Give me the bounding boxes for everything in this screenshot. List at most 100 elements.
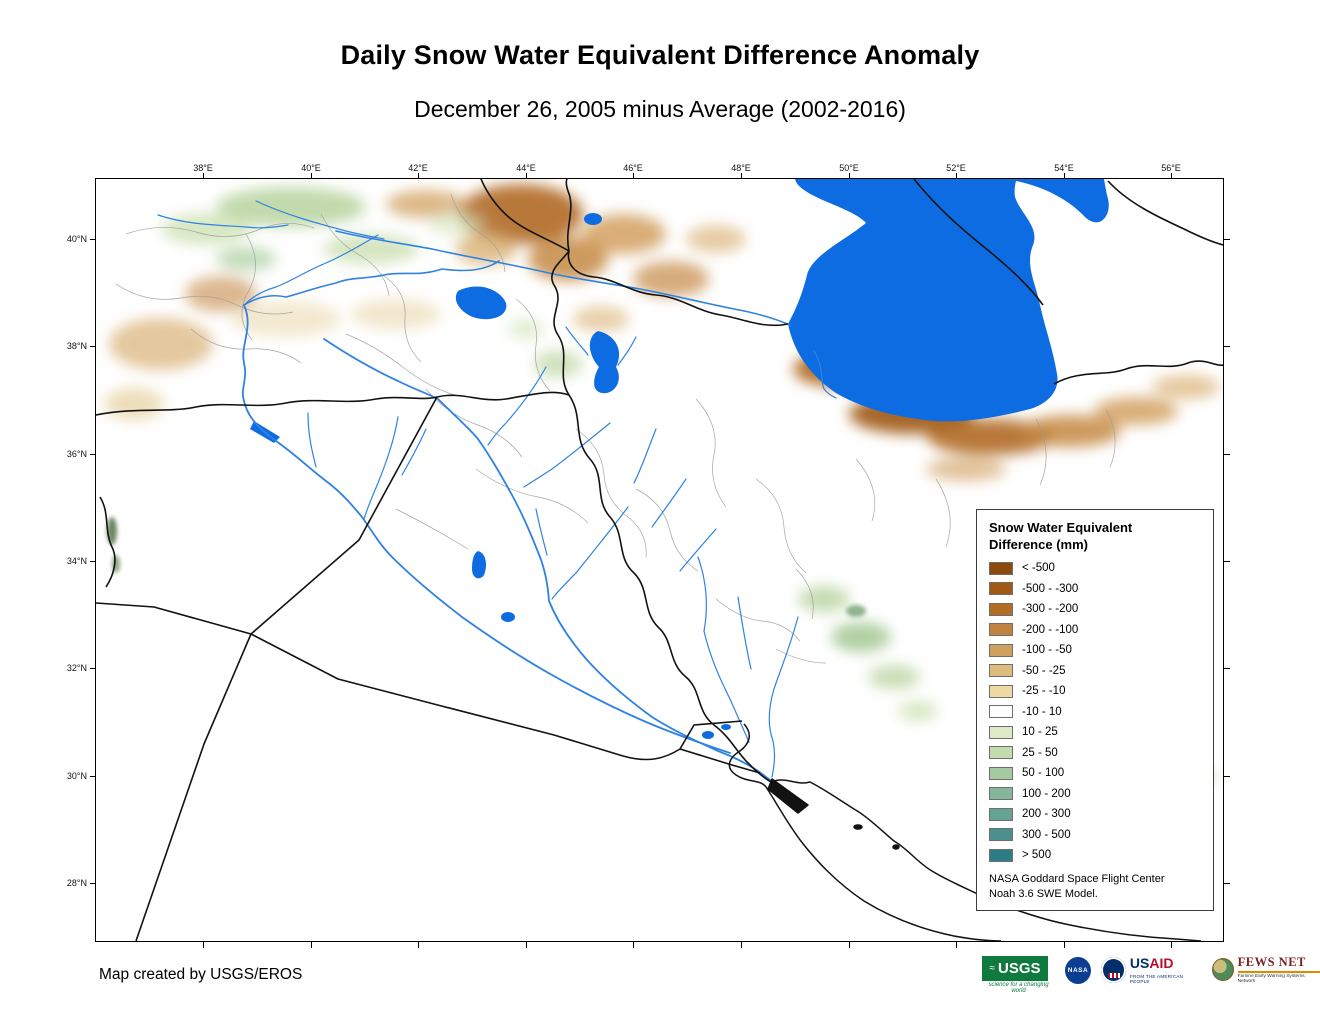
axis-tick xyxy=(740,942,742,948)
axis-tick xyxy=(90,560,96,562)
river xyxy=(157,214,289,229)
legend-label: -300 - -200 xyxy=(1022,603,1079,616)
axis-label-top: 50°E xyxy=(839,163,859,173)
legend-swatch xyxy=(989,725,1013,739)
lake-van xyxy=(455,286,507,320)
axis-label-top: 52°E xyxy=(946,163,966,173)
nasa-logo: NASA xyxy=(1065,957,1091,984)
legend-label: -500 - -300 xyxy=(1022,582,1079,595)
legend-label: 25 - 50 xyxy=(1022,746,1058,759)
axis-tick xyxy=(1224,453,1230,455)
terrain-anomaly-layer xyxy=(104,184,1220,785)
country-borders-layer xyxy=(96,179,1223,941)
river xyxy=(243,234,379,306)
legend-swatch xyxy=(989,664,1013,678)
axis-tick xyxy=(90,775,96,777)
axis-tick xyxy=(1224,560,1230,562)
legend-item: 300 - 500 xyxy=(989,828,1203,842)
legend-label: -25 - -10 xyxy=(1022,685,1066,698)
river xyxy=(737,596,752,670)
legend-label: 300 - 500 xyxy=(1022,828,1071,841)
axis-label-top: 38°E xyxy=(193,163,213,173)
legend-swatch xyxy=(989,582,1013,596)
legend-swatch xyxy=(989,787,1013,801)
river xyxy=(617,336,637,366)
axis-tick xyxy=(310,173,312,179)
usaid-seal-icon xyxy=(1100,957,1126,983)
legend-item: 25 - 50 xyxy=(989,746,1203,760)
legend-swatch xyxy=(989,848,1013,862)
axis-label-top: 48°E xyxy=(731,163,751,173)
axis-label-left: 32°N xyxy=(66,663,87,673)
page-title: Daily Snow Water Equivalent Difference A… xyxy=(340,40,980,70)
legend-item: -10 - 10 xyxy=(989,705,1203,719)
fewsnet-rule xyxy=(1237,970,1320,973)
legend-note: NASA Goddard Space Flight Center Noah 3.… xyxy=(989,872,1165,900)
legend-swatch xyxy=(989,766,1013,780)
legend-item: 50 - 100 xyxy=(989,766,1203,780)
river xyxy=(307,412,317,468)
axis-tick xyxy=(632,173,634,179)
legend-swatch xyxy=(989,561,1013,575)
fewsnet-tagline: Famine Early Warning Systems Network xyxy=(1237,973,1305,984)
legend-swatch xyxy=(989,705,1013,719)
globe-icon xyxy=(1211,958,1234,982)
axis-label-left: 34°N xyxy=(66,556,87,566)
axis-tick xyxy=(1224,882,1230,884)
axis-tick xyxy=(740,173,742,179)
legend-item: < -500 xyxy=(989,561,1203,575)
lake-razazza xyxy=(501,612,515,622)
axis-tick xyxy=(1224,775,1230,777)
axis-tick xyxy=(955,173,957,179)
legend-item: -200 - -100 xyxy=(989,623,1203,637)
axis-label-left: 38°N xyxy=(66,341,87,351)
usgs-logo: ≈ USGS science for a changing world xyxy=(982,956,1055,994)
axis-tick xyxy=(90,345,96,347)
marsh xyxy=(702,731,714,739)
usgs-wave-icon: ≈ xyxy=(989,963,995,974)
legend-label: 200 - 300 xyxy=(1022,808,1071,821)
axis-tick xyxy=(1224,345,1230,347)
footer-logos: ≈ USGS science for a changing world NASA … xyxy=(982,956,1320,994)
legend-label: > 500 xyxy=(1022,849,1052,862)
axis-tick xyxy=(202,942,204,948)
usaid-tagline: FROM THE AMERICAN PEOPLE xyxy=(1129,974,1184,984)
axis-label-top: 42°E xyxy=(408,163,428,173)
usgs-wordmark: USGS xyxy=(997,960,1041,977)
axis-tick xyxy=(955,942,957,948)
usgs-tagline: science for a changing world xyxy=(988,982,1049,994)
lake-urmia xyxy=(589,331,620,394)
axis-tick xyxy=(1170,173,1172,179)
legend-item: -300 - -200 xyxy=(989,602,1203,616)
river xyxy=(551,506,629,600)
axis-tick xyxy=(1224,667,1230,669)
map-frame: 38°E 40°E 42°E 44°E 46°E 48°E 50°E 52°E … xyxy=(67,163,1230,948)
caspian-sea xyxy=(788,179,1109,422)
axis-tick xyxy=(848,942,850,948)
legend-title: Snow Water Equivalent Difference (mm) xyxy=(989,520,1133,552)
admin-boundaries-layer xyxy=(115,193,1116,664)
river xyxy=(679,528,717,572)
legend-label: -200 - -100 xyxy=(1022,623,1079,636)
axis-label-left: 30°N xyxy=(66,771,87,781)
axis-label-left: 36°N xyxy=(66,449,87,459)
legend-item: -100 - -50 xyxy=(989,643,1203,657)
legend-swatch xyxy=(989,623,1013,637)
river xyxy=(523,422,611,488)
axis-tick xyxy=(202,173,204,179)
legend-label: < -500 xyxy=(1022,562,1055,575)
axis-tick xyxy=(90,453,96,455)
legend-item: -25 - -10 xyxy=(989,684,1203,698)
gulf-coastline xyxy=(728,723,1202,941)
legend-item: 100 - 200 xyxy=(989,787,1203,801)
legend-swatch xyxy=(989,643,1013,657)
legend-swatch xyxy=(989,807,1013,821)
axis-tick xyxy=(632,942,634,948)
river xyxy=(255,200,385,240)
axis-label-top: 46°E xyxy=(623,163,643,173)
river xyxy=(487,366,547,446)
legend-swatch xyxy=(989,684,1013,698)
axis-label-left: 40°N xyxy=(66,234,87,244)
river xyxy=(651,478,687,528)
legend-label: 10 - 25 xyxy=(1022,726,1058,739)
